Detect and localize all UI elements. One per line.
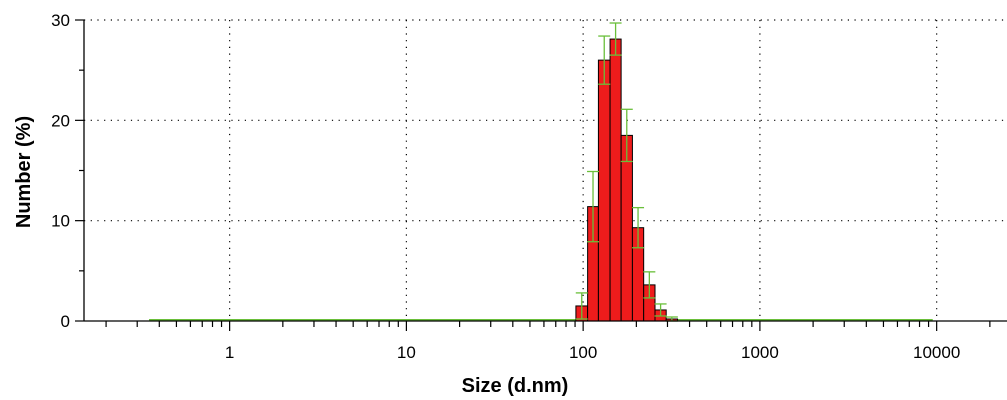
y-tick-label: 30 <box>51 11 70 30</box>
error-bar-0 <box>575 292 588 320</box>
x-axis-title: Size (d.nm) <box>462 375 569 397</box>
y-tick-label: 10 <box>51 212 70 231</box>
y-tick-label: 20 <box>51 111 70 130</box>
error-bar-2 <box>598 35 611 85</box>
tick-labels: 0 10 20 30 1 10 100 1000 10000 <box>51 11 960 362</box>
bar-2 <box>597 59 611 322</box>
y-tick-label: 0 <box>61 312 70 331</box>
error-bar-6 <box>643 271 656 299</box>
x-tick-label: 10 <box>397 343 416 362</box>
error-bar-3 <box>609 22 622 56</box>
x-tick-label: 1 <box>225 343 234 362</box>
error-bar-5 <box>632 206 645 249</box>
axes <box>75 19 1007 331</box>
bar-4 <box>620 134 633 322</box>
bars <box>575 38 679 322</box>
bar-3 <box>609 38 622 322</box>
x-tick-label: 1000 <box>741 343 779 362</box>
grid-lines <box>84 19 1007 321</box>
error-bar-7 <box>654 303 667 317</box>
y-axis-title: Number (%) <box>13 116 35 228</box>
error-bar-1 <box>587 170 600 243</box>
x-tick-label: 100 <box>569 343 597 362</box>
error-bar-4 <box>620 108 633 163</box>
x-tick-label: 10000 <box>913 343 960 362</box>
